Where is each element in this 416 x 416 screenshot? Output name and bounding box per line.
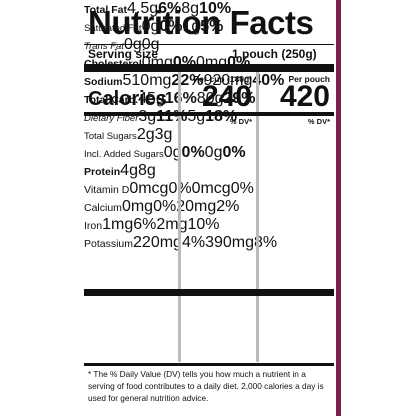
- nutrient-name: Total Carb.: [84, 94, 139, 106]
- amount: 8g: [137, 162, 156, 179]
- nutrient-name: Total Sugars: [84, 131, 137, 142]
- daily-value: 10%: [187, 216, 220, 233]
- nutrient-name: Calcium: [84, 202, 122, 214]
- thick-rule: [84, 112, 334, 116]
- amount: 2mg: [156, 216, 188, 233]
- nutrition-label: Nutrition Facts Serving size 1 pouch (25…: [84, 0, 334, 416]
- daily-value: 6%: [158, 0, 182, 17]
- nutrient-name: Protein: [84, 166, 121, 178]
- amount: 510mg: [122, 72, 172, 89]
- nutrient-name: Vitamin D: [84, 184, 130, 196]
- amount: 0mcg: [129, 180, 169, 197]
- daily-value: 40%: [252, 72, 285, 89]
- daily-value: 4%: [181, 234, 206, 251]
- column-divider: [178, 72, 181, 290]
- title: Nutrition Facts: [88, 4, 314, 41]
- amount: 0g: [204, 144, 223, 161]
- amount: 8g: [181, 0, 200, 17]
- nutrient-row: Total Sugars2g3g: [84, 126, 334, 144]
- daily-value: 8%: [254, 234, 278, 251]
- nutrient-name: Dietary Fiber: [84, 113, 139, 124]
- amount: 0g: [141, 18, 160, 35]
- nutrient-row: Total Fat4.5g6%8g10%: [84, 0, 334, 18]
- amount: 0mcg: [191, 180, 231, 197]
- nutrient-name: Total Fat: [84, 4, 127, 16]
- thick-rule: [84, 64, 334, 72]
- nutrient-row: Protein4g8g: [84, 162, 334, 180]
- daily-value: 10%: [199, 0, 232, 17]
- footnote: * The % Daily Value (DV) tells you how m…: [88, 369, 324, 403]
- nutrient-row: Iron1mg6%2mg10%: [84, 216, 334, 234]
- column-header: Per pouch: [288, 74, 330, 84]
- daily-value: 6%: [133, 216, 157, 233]
- dv-header: % DV*: [229, 117, 252, 126]
- nutrient-name: Incl. Added Sugars: [84, 149, 164, 160]
- daily-value: 0%: [181, 144, 205, 161]
- daily-value: 2%: [216, 198, 240, 215]
- nutrient-row: Saturated Fat0g0%1g5%: [84, 18, 334, 36]
- dv-header: % DV*: [307, 117, 330, 126]
- column-divider: [256, 296, 259, 362]
- serving-value: 1 pouch (250g): [232, 47, 317, 61]
- amount: 4g: [120, 162, 138, 179]
- calories-label: Calories: [88, 88, 167, 110]
- calories-value: 420: [279, 80, 330, 113]
- amount: 0g: [163, 144, 182, 161]
- nutrient-name: Iron: [84, 220, 103, 232]
- amount: 20mg: [176, 198, 217, 215]
- thick-rule: [84, 289, 334, 296]
- nutrient-name: Saturated Fat: [84, 23, 142, 34]
- nutrient-name: Trans Fat: [84, 41, 124, 52]
- nutrient-row: Calcium0mg0%20mg2%: [84, 198, 334, 216]
- nutrient-row: Total Carb.45g16%80g29%: [84, 90, 334, 108]
- nutrient-name: Potassium: [84, 238, 134, 250]
- amount: 2g: [136, 126, 155, 143]
- daily-value: 0%: [159, 18, 183, 35]
- serving-label: Serving size: [88, 47, 159, 61]
- calories-value: 240: [201, 80, 252, 113]
- amount: 0mg: [121, 198, 154, 215]
- amount: 220mg: [133, 234, 182, 251]
- rule: [84, 44, 334, 45]
- daily-value: 5%: [200, 18, 224, 35]
- amount: 1g: [182, 18, 201, 35]
- amount: 80g: [196, 90, 224, 107]
- package-edge: [336, 0, 341, 416]
- daily-value: 0%: [222, 144, 246, 161]
- daily-value: 29%: [223, 90, 256, 107]
- amount: 4.5g: [126, 0, 159, 17]
- amount: 45g: [138, 90, 165, 107]
- thick-rule: [84, 363, 334, 366]
- column-header: Per cup (140g): [193, 74, 252, 84]
- nutrient-row: Potassium220mg4%390mg8%: [84, 234, 334, 252]
- nutrient-row: Incl. Added Sugars0g0%0g0%: [84, 144, 334, 162]
- column-divider: [256, 72, 259, 290]
- nutrient-name: Sodium: [84, 76, 123, 88]
- amount: 920mg: [203, 72, 253, 89]
- daily-value: 0%: [153, 198, 177, 215]
- amount: 1mg: [102, 216, 134, 233]
- daily-value: 0%: [230, 180, 254, 197]
- amount: 390mg: [205, 234, 254, 251]
- amount: 3g: [154, 126, 173, 143]
- column-divider: [178, 296, 181, 362]
